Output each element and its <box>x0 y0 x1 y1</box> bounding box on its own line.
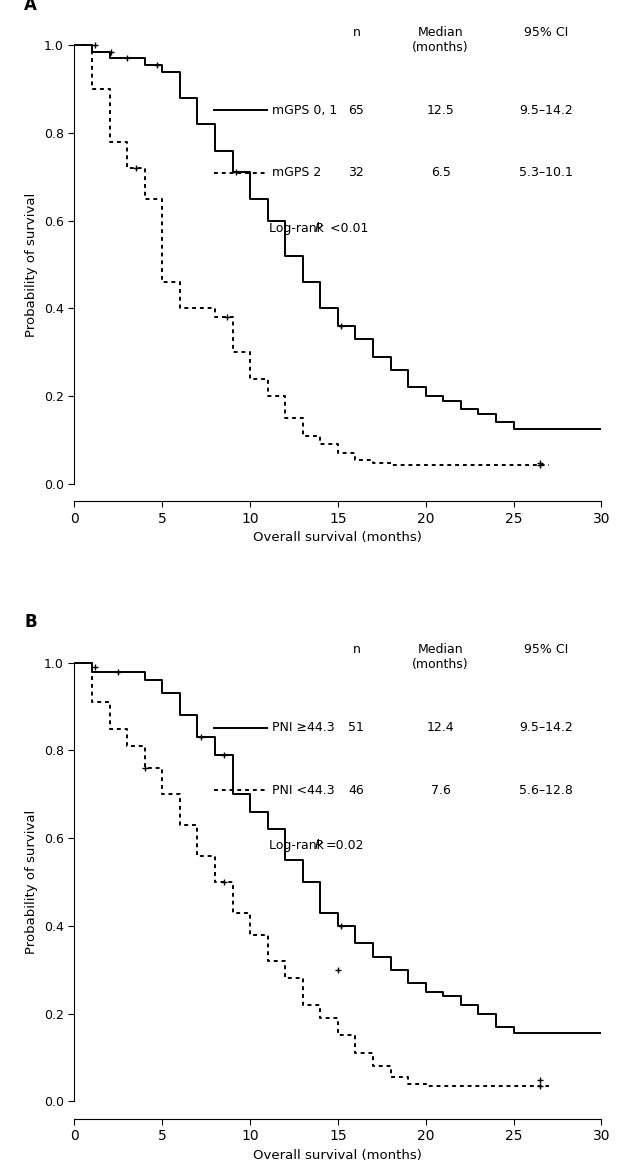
Text: 95% CI: 95% CI <box>524 644 568 656</box>
Text: Median
(months): Median (months) <box>412 26 469 54</box>
Text: mGPS 2: mGPS 2 <box>272 166 321 179</box>
X-axis label: Overall survival (months): Overall survival (months) <box>254 531 422 544</box>
Text: mGPS 0, 1: mGPS 0, 1 <box>272 104 337 117</box>
Text: n: n <box>352 26 360 39</box>
Text: 12.5: 12.5 <box>427 104 454 117</box>
Text: 9.5–14.2: 9.5–14.2 <box>519 104 573 117</box>
Text: P: P <box>314 222 322 235</box>
Text: Median
(months): Median (months) <box>412 644 469 672</box>
Text: 32: 32 <box>348 166 364 179</box>
Text: 7.6: 7.6 <box>431 784 451 797</box>
Text: 5.3–10.1: 5.3–10.1 <box>519 166 573 179</box>
Text: =0.02: =0.02 <box>326 839 365 852</box>
X-axis label: Overall survival (months): Overall survival (months) <box>254 1149 422 1162</box>
Text: 5.6–12.8: 5.6–12.8 <box>519 784 573 797</box>
Text: B: B <box>24 613 37 631</box>
Text: Log-rank: Log-rank <box>269 222 328 235</box>
Text: 51: 51 <box>348 721 365 734</box>
Text: 12.4: 12.4 <box>427 721 454 734</box>
Text: A: A <box>24 0 37 14</box>
Text: PNI ≥44.3: PNI ≥44.3 <box>272 721 335 734</box>
Y-axis label: Probability of survival: Probability of survival <box>25 810 38 955</box>
Text: 6.5: 6.5 <box>431 166 451 179</box>
Text: 46: 46 <box>348 784 364 797</box>
Text: P: P <box>314 839 322 852</box>
Text: PNI <44.3: PNI <44.3 <box>272 784 335 797</box>
Text: 95% CI: 95% CI <box>524 26 568 39</box>
Text: 65: 65 <box>348 104 365 117</box>
Text: <0.01: <0.01 <box>326 222 368 235</box>
Text: n: n <box>352 644 360 656</box>
Y-axis label: Probability of survival: Probability of survival <box>25 192 38 337</box>
Text: 9.5–14.2: 9.5–14.2 <box>519 721 573 734</box>
Text: Log-rank: Log-rank <box>269 839 328 852</box>
